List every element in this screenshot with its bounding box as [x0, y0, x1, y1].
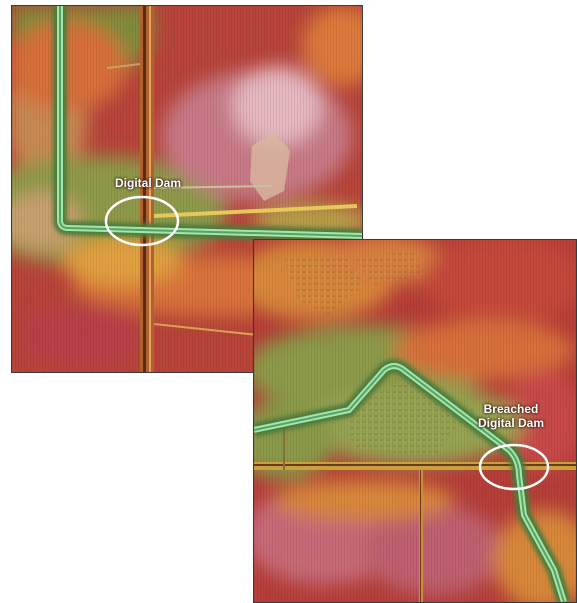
breached-label-text: Breached Digital Dam: [477, 402, 544, 430]
digital-dam-label: Digital Dam: [114, 176, 181, 190]
drainage-channel: [53, 6, 362, 243]
highlight-ellipse: [478, 443, 550, 491]
breached-digital-dam-label: Breached Digital Dam: [466, 402, 556, 430]
drainage-channel: [254, 359, 571, 602]
highlight-ellipse: [104, 195, 180, 247]
terrain-raster-b: [254, 240, 576, 602]
elevation-map-digital-dam: [12, 6, 362, 372]
elevation-map-breached-dam: [254, 240, 576, 602]
terrain-raster-a: [12, 6, 362, 372]
spoil-pile: [250, 131, 290, 201]
